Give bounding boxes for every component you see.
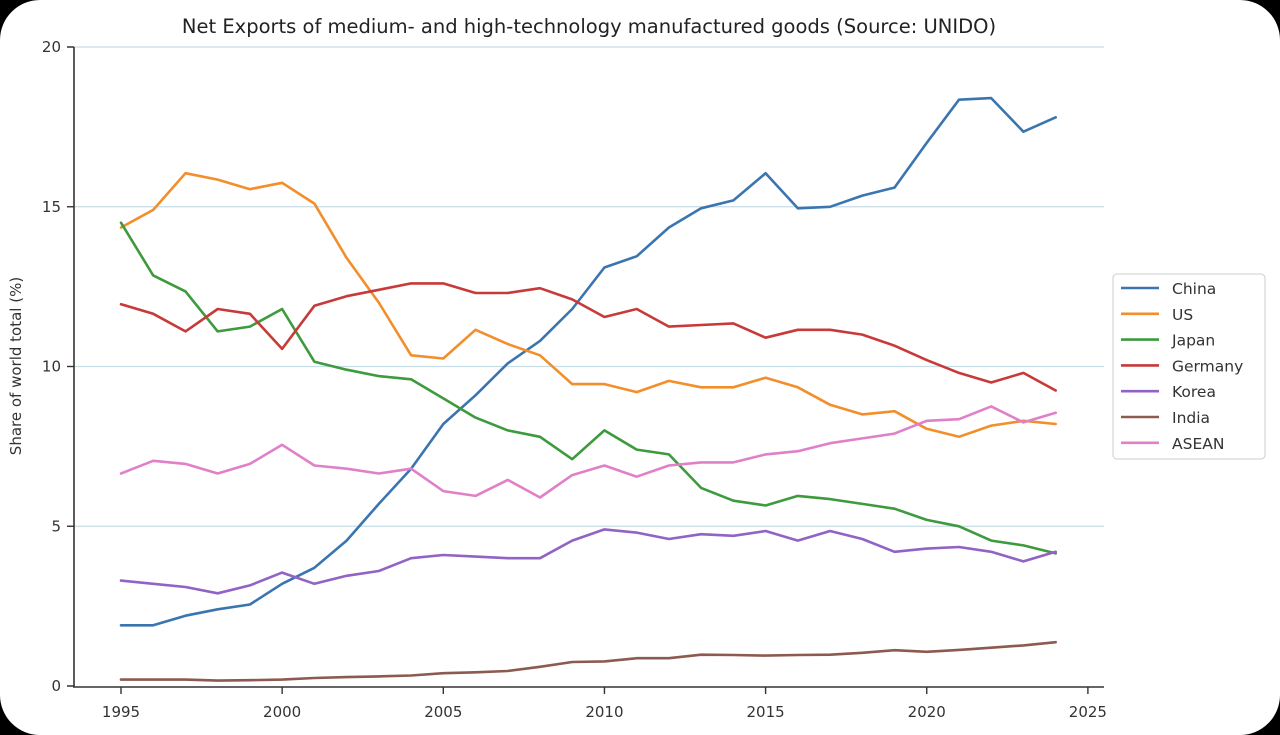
series-line-japan	[119, 221, 1057, 555]
legend-label-asean: ASEAN	[1172, 435, 1224, 453]
y-axis-label: Share of world total (%)	[7, 277, 25, 455]
x-tick-label: 2015	[747, 703, 785, 721]
y-tick-label: 10	[42, 358, 61, 376]
x-tick-label: 2000	[263, 703, 301, 721]
x-tick-label: 2005	[424, 703, 462, 721]
series-lines	[119, 96, 1057, 682]
y-ticks: 0 5 10 15 20	[42, 38, 74, 695]
gridlines	[74, 46, 1104, 527]
chart-title: Net Exports of medium- and high-technolo…	[182, 15, 996, 38]
series-line-germany	[119, 282, 1057, 392]
y-tick-label: 20	[42, 38, 61, 56]
series-line-china	[119, 96, 1057, 627]
legend-label-india: India	[1172, 409, 1210, 427]
legend-label-us: US	[1172, 306, 1193, 324]
x-tick-label: 2020	[908, 703, 946, 721]
legend-label-china: China	[1172, 280, 1216, 298]
y-tick-label: 15	[42, 198, 61, 216]
y-tick-label: 5	[51, 517, 61, 535]
series-line-korea	[119, 528, 1057, 595]
legend-label-japan: Japan	[1171, 332, 1215, 350]
series-line-india	[119, 640, 1057, 682]
y-tick-label: 0	[51, 677, 61, 695]
x-tick-label: 2025	[1069, 703, 1107, 721]
x-ticks: 1995 2000 2005 2010 2015 2020 2025	[102, 687, 1107, 721]
legend-label-germany: Germany	[1172, 357, 1243, 375]
legend: China US Japan Germany Korea India ASEAN	[1112, 273, 1266, 460]
series-line-asean	[119, 405, 1057, 499]
legend-label-korea: Korea	[1172, 383, 1216, 401]
x-tick-label: 2010	[585, 703, 623, 721]
legend-box	[1112, 273, 1266, 460]
x-tick-label: 1995	[102, 703, 140, 721]
series-line-us	[119, 171, 1057, 439]
